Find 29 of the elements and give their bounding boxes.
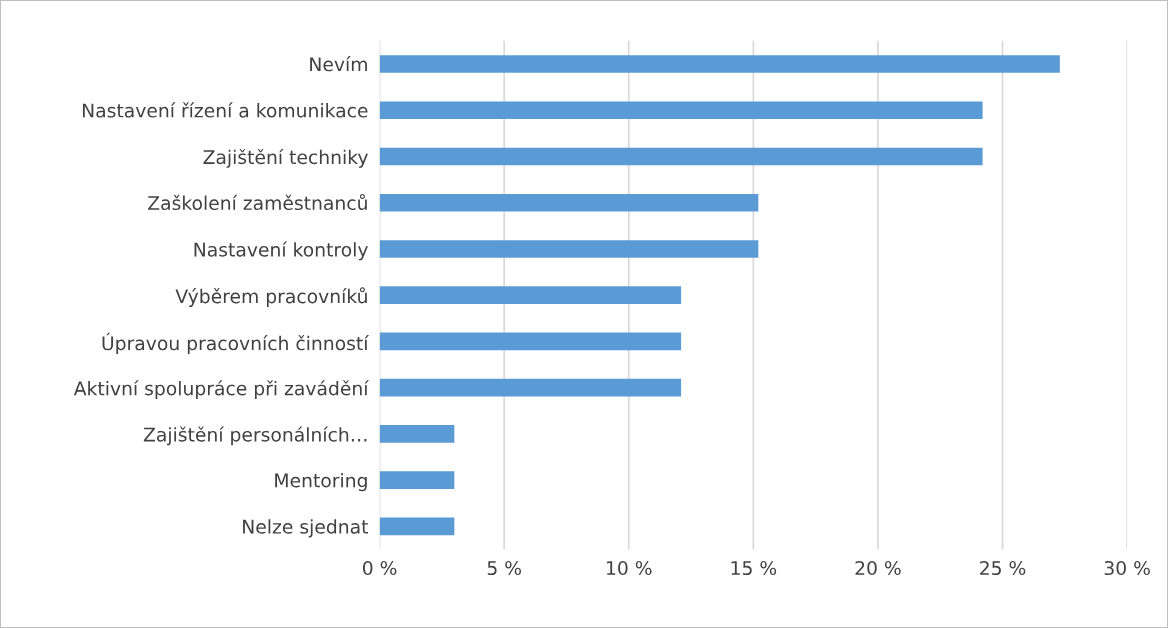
y-tick-label: Výběrem pracovníků (175, 287, 367, 308)
y-tick-label: Úpravou pracovních činností (102, 332, 369, 354)
y-tick-label: Mentoring (275, 473, 367, 492)
y-tick-label: Zajištění techniky (203, 148, 368, 168)
y-tick-label: Zajištění personálních… (143, 426, 367, 446)
y-tick-label: Nevím (310, 56, 367, 72)
y-tick-label: Nastavení kontroly (194, 241, 368, 261)
bar (379, 193, 759, 212)
y-tick-label: Aktivní spolupráce při zavádění (73, 380, 369, 400)
x-tick-label: 15 % (731, 560, 777, 576)
x-tick-label: 20 % (855, 560, 901, 576)
x-tick-label: 0 % (362, 560, 397, 576)
x-tick-label: 5 % (487, 560, 522, 576)
bar (379, 101, 983, 119)
bar (379, 147, 983, 166)
bar (379, 517, 455, 536)
y-tick-label: Zaškolení zaměstnanců (148, 193, 367, 211)
bar (379, 471, 455, 489)
y-tick-label: Nastavení řízení a komunikace (82, 102, 368, 118)
bar (379, 55, 1060, 73)
x-tick-label: 30 % (1104, 560, 1150, 576)
y-tick-label: Nelze sjednat (243, 519, 369, 538)
x-tick-label: 25 % (980, 560, 1026, 576)
bar (379, 240, 759, 258)
bar (379, 378, 682, 397)
bar (379, 425, 455, 443)
bar (379, 286, 682, 304)
bar (379, 332, 682, 351)
x-tick-label: 10 % (607, 560, 652, 576)
